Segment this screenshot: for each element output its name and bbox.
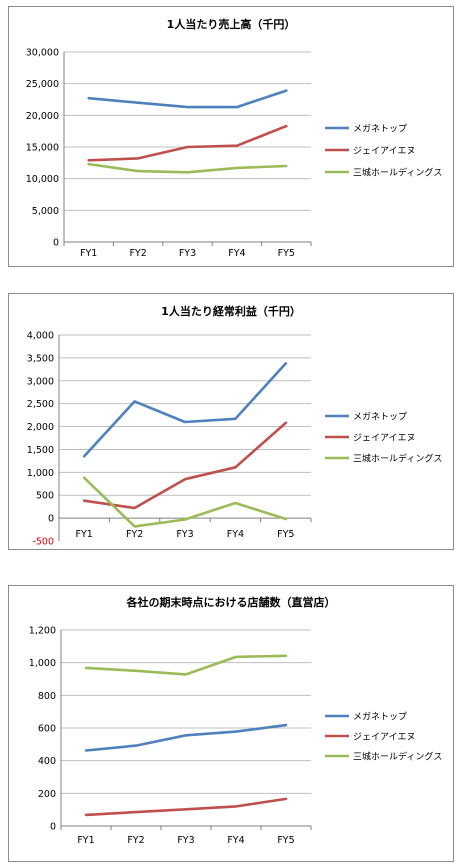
series-line-0 xyxy=(84,723,288,752)
y-tick-label: 500 xyxy=(36,491,54,502)
y-tick-label: 4,000 xyxy=(27,331,54,342)
chart0-svg: 1人当たり売上高（千円） 0 5,000 10,000 15,000 20,000 25,0… xyxy=(26,17,443,259)
y-tick-label: 800 xyxy=(38,691,56,702)
series-line-0 xyxy=(87,89,288,109)
x-tick-label: FY5 xyxy=(277,529,294,540)
y-tick-label: -500 xyxy=(32,537,54,548)
y-tick-label: 600 xyxy=(38,724,56,735)
x-tick-label: FY1 xyxy=(80,248,97,259)
chart-sales-per-employee: 1人当たり売上高（千円） 0 5,000 10,000 15,000 20,000 25,0… xyxy=(8,6,454,267)
y-tick-label: 200 xyxy=(38,789,56,800)
x-tick-label: FY2 xyxy=(129,248,146,259)
y-tick-label: 2,500 xyxy=(27,399,54,410)
legend-label: 三城ホールディングス xyxy=(353,751,442,763)
x-tick-label: FY2 xyxy=(127,835,144,846)
y-tick-label: 1,500 xyxy=(27,445,54,456)
series-line-0 xyxy=(82,362,288,458)
series-line-2 xyxy=(84,654,288,676)
x-tick-label: FY5 xyxy=(278,248,295,259)
legend-label: ジェイアイエヌ xyxy=(353,434,415,444)
y-tick-label: 400 xyxy=(38,756,56,767)
legend-label: メガネトップ xyxy=(353,412,407,423)
chart1-svg: 1人当たり経常利益（千円） -500 0 500 1,000 1,500 2,000 2,50… xyxy=(27,304,443,548)
y-tick-label: 1,000 xyxy=(29,658,56,669)
y-tick-label: 3,500 xyxy=(27,353,54,364)
chart-title: 各社の期末時点における店舗数（直営店） xyxy=(126,595,336,609)
x-tick-label: FY1 xyxy=(77,835,94,846)
y-tick-label: 0 xyxy=(53,238,59,249)
y-tick-label: 20,000 xyxy=(26,111,59,122)
x-tick-label: FY3 xyxy=(179,248,196,259)
y-tick-label: 0 xyxy=(48,514,54,525)
y-tick-label: 10,000 xyxy=(26,174,59,185)
legend-label: メガネトップ xyxy=(353,124,407,135)
x-tick-label: FY5 xyxy=(277,835,294,846)
x-tick-label: FY2 xyxy=(126,529,143,540)
y-tick-label: 5,000 xyxy=(32,206,59,217)
x-tick-label: FY1 xyxy=(76,529,93,540)
x-tick-label: FY4 xyxy=(228,248,245,259)
x-tick-label: FY3 xyxy=(176,529,193,540)
x-tick-label: FY4 xyxy=(227,529,244,540)
series-line-1 xyxy=(87,124,288,162)
chart-title: 1人当たり売上高（千円） xyxy=(167,17,296,31)
legend-label: ジェイアイエヌ xyxy=(353,147,415,157)
y-tick-label: 2,000 xyxy=(27,422,54,433)
x-tick-label: FY4 xyxy=(227,835,244,846)
chart2-svg: 各社の期末時点における店舗数（直営店） 0 200 400 600 800 1,000 1,2… xyxy=(29,595,443,846)
y-tick-label: 30,000 xyxy=(26,48,59,59)
legend-label: 三城ホールディングス xyxy=(353,167,442,179)
y-tick-label: 1,000 xyxy=(27,468,54,479)
chart-store-count: 各社の期末時点における店舗数（直営店） 0 200 400 600 800 1,000 1,2… xyxy=(8,585,454,862)
series-line-2 xyxy=(82,476,288,528)
y-tick-label: 0 xyxy=(50,822,56,833)
chart-profit-per-employee: 1人当たり経常利益（千円） -500 0 500 1,000 1,500 2,000 2,50… xyxy=(8,293,454,550)
legend-label: メガネトップ xyxy=(353,712,407,723)
legend-label: 三城ホールディングス xyxy=(353,453,442,465)
y-tick-label: 25,000 xyxy=(26,79,59,90)
series-line-2 xyxy=(87,162,288,174)
series-line-1 xyxy=(82,421,288,510)
y-tick-label: 3,000 xyxy=(27,376,54,387)
series-line-1 xyxy=(84,797,288,817)
chart-title: 1人当たり経常利益（千円） xyxy=(161,304,301,318)
x-tick-label: FY3 xyxy=(177,835,194,846)
legend-label: ジェイアイエヌ xyxy=(353,733,415,743)
y-tick-label: 1,200 xyxy=(29,626,56,637)
y-tick-label: 15,000 xyxy=(26,143,59,154)
